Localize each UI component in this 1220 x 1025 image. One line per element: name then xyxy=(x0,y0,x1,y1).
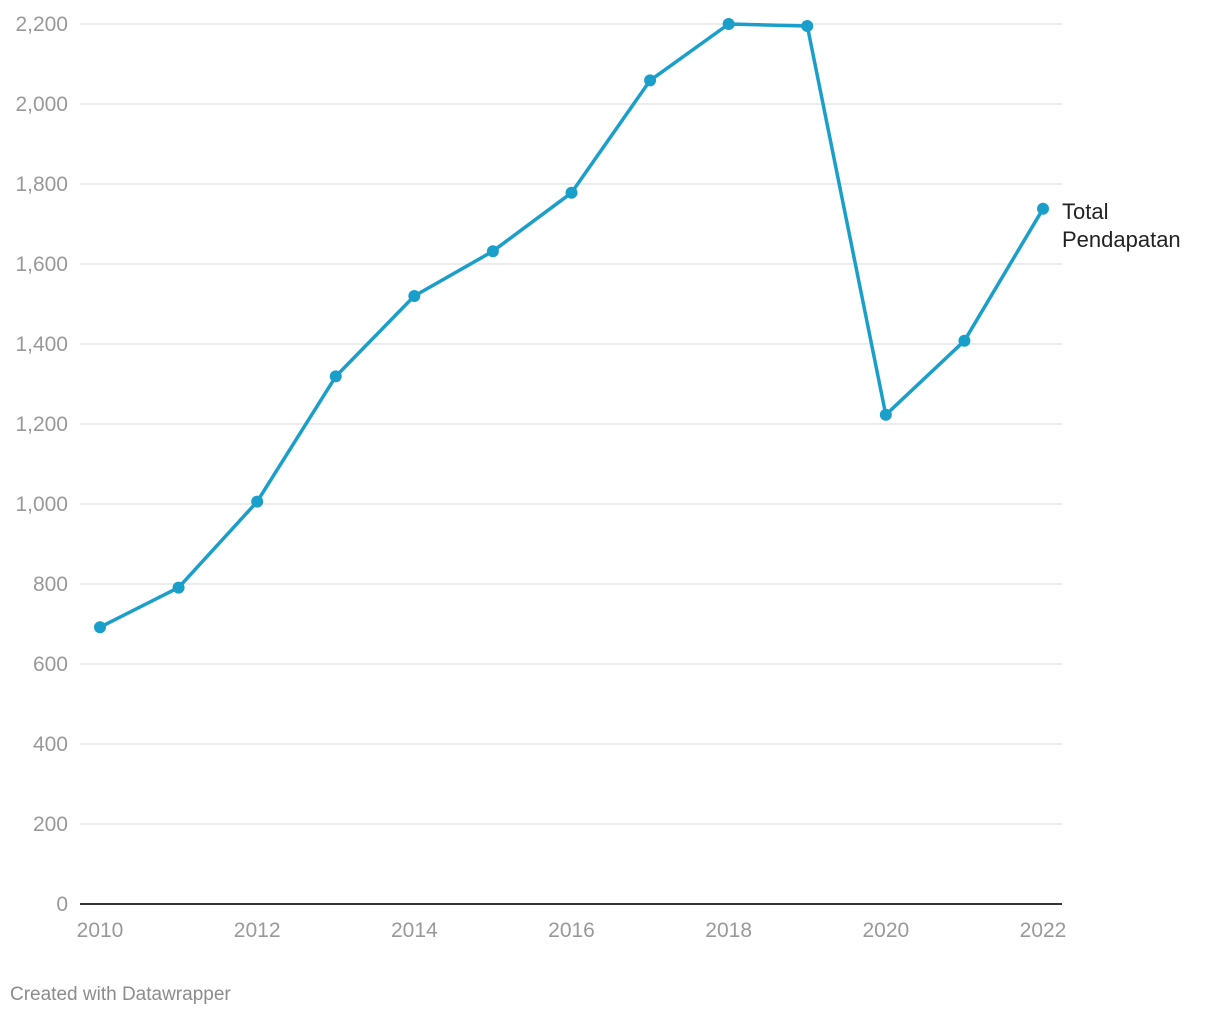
y-tick-label: 800 xyxy=(33,573,68,596)
y-tick-label: 1,200 xyxy=(15,413,68,436)
x-tick-label: 2016 xyxy=(548,919,595,942)
footer-credit: Created with Datawrapper xyxy=(10,984,231,1005)
y-tick-label: 1,000 xyxy=(15,493,68,516)
data-point xyxy=(172,581,185,594)
x-tick-label: 2010 xyxy=(77,919,124,942)
y-tick-label: 400 xyxy=(33,733,68,756)
data-point xyxy=(94,621,106,634)
data-point xyxy=(879,408,892,421)
data-point xyxy=(329,370,342,383)
series-label: Total xyxy=(1062,199,1108,224)
data-point xyxy=(1037,202,1049,215)
y-tick-label: 1,400 xyxy=(15,333,68,356)
data-point xyxy=(722,18,735,30)
data-point xyxy=(958,334,971,347)
x-tick-label: 2014 xyxy=(391,919,438,942)
x-tick-label: 2022 xyxy=(1020,919,1067,942)
x-tick-label: 2018 xyxy=(705,919,752,942)
series-line xyxy=(98,22,1045,629)
series-label: Pendapatan xyxy=(1062,227,1181,252)
y-tick-label: 0 xyxy=(56,893,68,916)
data-point xyxy=(644,74,657,87)
x-tick-label: 2012 xyxy=(234,919,281,942)
y-tick-label: 1,800 xyxy=(15,173,68,196)
y-tick-label: 2,000 xyxy=(15,93,68,116)
y-tick-label: 200 xyxy=(33,813,68,836)
y-tick-label: 2,200 xyxy=(15,13,68,36)
data-point xyxy=(801,20,814,32)
data-point xyxy=(565,186,578,199)
x-tick-label: 2020 xyxy=(862,919,909,942)
data-point xyxy=(408,290,421,302)
data-point xyxy=(251,495,264,508)
y-tick-label: 600 xyxy=(33,653,68,676)
data-point xyxy=(486,245,499,258)
y-tick-label: 1,600 xyxy=(15,253,68,276)
